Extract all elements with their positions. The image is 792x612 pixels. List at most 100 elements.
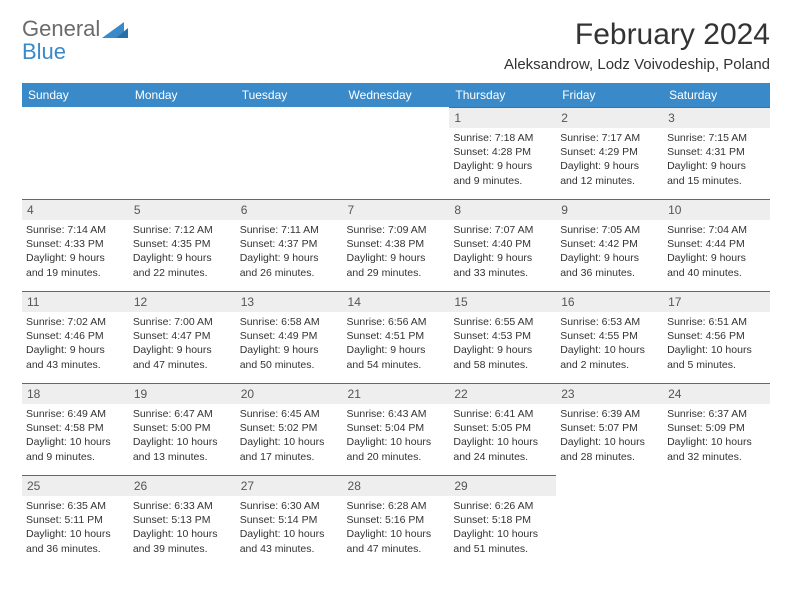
day-cell: 7Sunrise: 7:09 AMSunset: 4:38 PMDaylight… xyxy=(343,199,450,291)
day-detail: Sunrise: 6:47 AMSunset: 5:00 PMDaylight:… xyxy=(133,407,232,464)
day-detail: Sunrise: 7:15 AMSunset: 4:31 PMDaylight:… xyxy=(667,131,766,188)
day-detail-line: Daylight: 10 hours xyxy=(560,343,659,357)
day-cell: 29Sunrise: 6:26 AMSunset: 5:18 PMDayligh… xyxy=(449,475,556,567)
day-detail: Sunrise: 7:18 AMSunset: 4:28 PMDaylight:… xyxy=(453,131,552,188)
day-detail-line: and 43 minutes. xyxy=(26,358,125,372)
day-detail-line: Daylight: 10 hours xyxy=(667,343,766,357)
day-cell xyxy=(129,107,236,199)
day-detail-line: Daylight: 9 hours xyxy=(26,343,125,357)
day-detail-line: Sunset: 4:38 PM xyxy=(347,237,446,251)
day-cell: 22Sunrise: 6:41 AMSunset: 5:05 PMDayligh… xyxy=(449,383,556,475)
day-detail-line: Daylight: 9 hours xyxy=(667,251,766,265)
day-detail: Sunrise: 6:49 AMSunset: 4:58 PMDaylight:… xyxy=(26,407,125,464)
day-detail: Sunrise: 7:17 AMSunset: 4:29 PMDaylight:… xyxy=(560,131,659,188)
day-cell: 3Sunrise: 7:15 AMSunset: 4:31 PMDaylight… xyxy=(663,107,770,199)
day-detail-line: Sunrise: 7:09 AM xyxy=(347,223,446,237)
weekday-header: Thursday xyxy=(449,83,556,107)
day-detail-line: and 13 minutes. xyxy=(133,450,232,464)
day-number: 9 xyxy=(556,199,663,220)
day-detail: Sunrise: 6:26 AMSunset: 5:18 PMDaylight:… xyxy=(453,499,552,556)
day-detail-line: Sunset: 5:04 PM xyxy=(347,421,446,435)
day-cell: 25Sunrise: 6:35 AMSunset: 5:11 PMDayligh… xyxy=(22,475,129,567)
day-detail-line: Sunset: 4:35 PM xyxy=(133,237,232,251)
day-detail-line: and 15 minutes. xyxy=(667,174,766,188)
day-detail-line: Daylight: 10 hours xyxy=(240,527,339,541)
day-detail: Sunrise: 6:37 AMSunset: 5:09 PMDaylight:… xyxy=(667,407,766,464)
day-detail-line: Sunset: 4:55 PM xyxy=(560,329,659,343)
week-row: 18 Sunrise: 6:49 AMSunset: 4:58 PMDayligh… xyxy=(22,383,770,475)
day-detail-line: Sunrise: 6:26 AM xyxy=(453,499,552,513)
day-detail: Sunrise: 6:53 AMSunset: 4:55 PMDaylight:… xyxy=(560,315,659,372)
day-number: 24 xyxy=(663,383,770,404)
day-detail-line: Daylight: 9 hours xyxy=(26,251,125,265)
day-number: 25 xyxy=(22,475,129,496)
day-cell: 20Sunrise: 6:45 AMSunset: 5:02 PMDayligh… xyxy=(236,383,343,475)
day-detail-line: Sunrise: 7:00 AM xyxy=(133,315,232,329)
day-detail: Sunrise: 6:30 AMSunset: 5:14 PMDaylight:… xyxy=(240,499,339,556)
day-cell: 12Sunrise: 7:00 AMSunset: 4:47 PMDayligh… xyxy=(129,291,236,383)
day-detail-line: Daylight: 10 hours xyxy=(453,435,552,449)
day-detail-line: Sunset: 4:46 PM xyxy=(26,329,125,343)
day-number: 8 xyxy=(449,199,556,220)
day-detail-line: Sunrise: 6:30 AM xyxy=(240,499,339,513)
day-detail-line: Sunrise: 6:51 AM xyxy=(667,315,766,329)
day-detail-line: Sunrise: 7:12 AM xyxy=(133,223,232,237)
day-cell: 6 Sunrise: 7:11 AMSunset: 4:37 PMDaylight… xyxy=(236,199,343,291)
weekday-header: Friday xyxy=(556,83,663,107)
day-detail-line: Sunrise: 6:55 AM xyxy=(453,315,552,329)
day-cell: 19Sunrise: 6:47 AMSunset: 5:00 PMDayligh… xyxy=(129,383,236,475)
day-detail-line: Daylight: 9 hours xyxy=(453,343,552,357)
day-detail: Sunrise: 7:11 AMSunset: 4:37 PMDaylight:… xyxy=(240,223,339,280)
day-detail-line: Daylight: 9 hours xyxy=(453,159,552,173)
day-detail-line: and 17 minutes. xyxy=(240,450,339,464)
day-detail-line: and 47 minutes. xyxy=(133,358,232,372)
day-detail-line: and 40 minutes. xyxy=(667,266,766,280)
day-detail-line: Sunset: 4:44 PM xyxy=(667,237,766,251)
day-detail-line: and 19 minutes. xyxy=(26,266,125,280)
day-number: 23 xyxy=(556,383,663,404)
day-detail-line: Sunset: 5:14 PM xyxy=(240,513,339,527)
day-detail-line: Daylight: 9 hours xyxy=(240,251,339,265)
day-detail-line: and 24 minutes. xyxy=(453,450,552,464)
day-detail-line: and 54 minutes. xyxy=(347,358,446,372)
day-detail-line: Sunset: 4:28 PM xyxy=(453,145,552,159)
day-detail-line: Daylight: 10 hours xyxy=(240,435,339,449)
week-row: 25Sunrise: 6:35 AMSunset: 5:11 PMDayligh… xyxy=(22,475,770,567)
month-title: February 2024 xyxy=(504,18,770,52)
day-detail-line: Sunrise: 6:43 AM xyxy=(347,407,446,421)
day-cell: 5Sunrise: 7:12 AMSunset: 4:35 PMDaylight… xyxy=(129,199,236,291)
day-detail-line: Daylight: 9 hours xyxy=(667,159,766,173)
day-cell: 8Sunrise: 7:07 AMSunset: 4:40 PMDaylight… xyxy=(449,199,556,291)
day-detail-line: and 9 minutes. xyxy=(453,174,552,188)
week-row: 4Sunrise: 7:14 AMSunset: 4:33 PMDaylight… xyxy=(22,199,770,291)
day-number: 21 xyxy=(343,383,450,404)
day-number: 2 xyxy=(556,107,663,128)
day-number: 18 xyxy=(22,383,129,404)
header: General Blue February 2024 Aleksandrow, … xyxy=(22,18,770,73)
day-detail-line: Sunset: 4:53 PM xyxy=(453,329,552,343)
day-detail-line: Sunset: 5:16 PM xyxy=(347,513,446,527)
day-detail-line: Sunset: 5:02 PM xyxy=(240,421,339,435)
week-row: 1Sunrise: 7:18 AMSunset: 4:28 PMDaylight… xyxy=(22,107,770,199)
day-detail-line: and 28 minutes. xyxy=(560,450,659,464)
day-number: 11 xyxy=(22,291,129,312)
day-detail: Sunrise: 6:33 AMSunset: 5:13 PMDaylight:… xyxy=(133,499,232,556)
day-cell: 28Sunrise: 6:28 AMSunset: 5:16 PMDayligh… xyxy=(343,475,450,567)
day-cell xyxy=(236,107,343,199)
day-detail: Sunrise: 6:28 AMSunset: 5:16 PMDaylight:… xyxy=(347,499,446,556)
weekday-header: Wednesday xyxy=(343,83,450,107)
day-detail-line: Sunset: 5:13 PM xyxy=(133,513,232,527)
day-detail-line: Sunset: 4:40 PM xyxy=(453,237,552,251)
logo-text-2: Blue xyxy=(22,39,66,64)
day-number: 4 xyxy=(22,199,129,220)
weekday-header: Saturday xyxy=(663,83,770,107)
day-detail-line: Sunset: 5:00 PM xyxy=(133,421,232,435)
day-detail-line: Daylight: 9 hours xyxy=(560,251,659,265)
day-detail-line: Sunrise: 6:56 AM xyxy=(347,315,446,329)
day-detail: Sunrise: 7:05 AMSunset: 4:42 PMDaylight:… xyxy=(560,223,659,280)
day-detail-line: Sunset: 4:58 PM xyxy=(26,421,125,435)
day-number: 6 xyxy=(236,199,343,220)
day-detail-line: Sunrise: 7:07 AM xyxy=(453,223,552,237)
day-detail-line: Daylight: 9 hours xyxy=(347,251,446,265)
day-detail-line: Daylight: 10 hours xyxy=(347,527,446,541)
